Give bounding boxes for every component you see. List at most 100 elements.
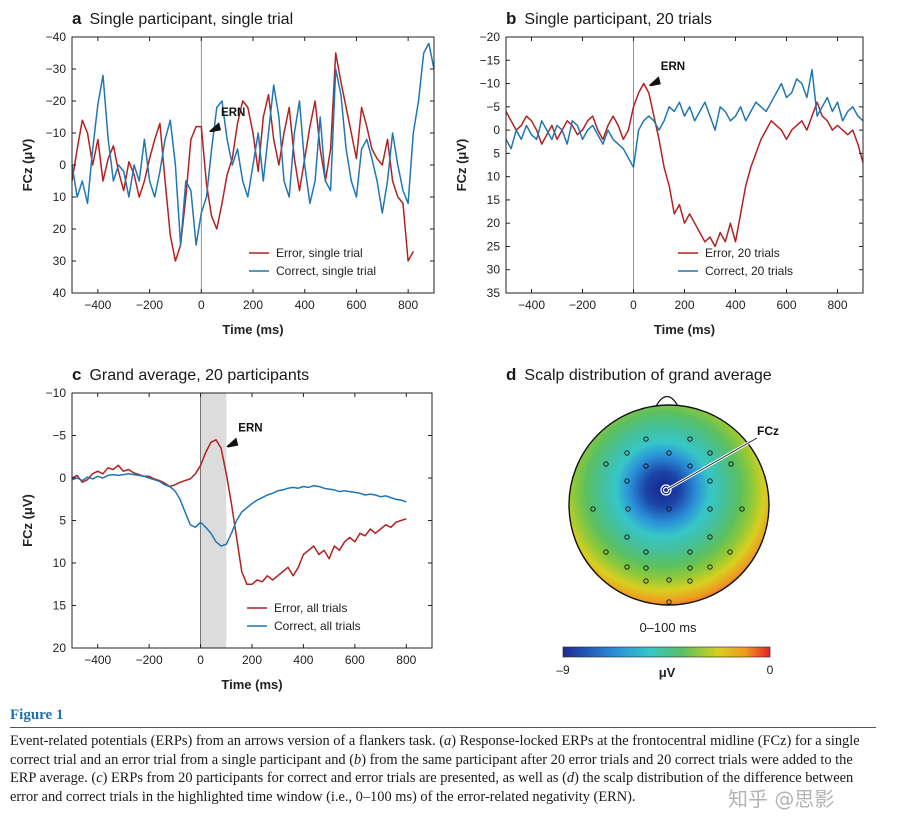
y-tick-label: 15 bbox=[53, 599, 67, 613]
ern-label: ERN bbox=[661, 61, 685, 73]
electrode-dot bbox=[687, 436, 693, 442]
caption-part: ) Response-locked ERPs at the frontocent… bbox=[10, 733, 860, 768]
y-tick-label: −20 bbox=[46, 94, 67, 108]
fcz-electrode-dot bbox=[662, 486, 670, 494]
series-line-correct bbox=[505, 68, 864, 169]
y-axis-label: FCz (μV) bbox=[20, 139, 35, 192]
colorbar-unit-label: μV bbox=[659, 665, 676, 680]
electrode-dot bbox=[687, 463, 693, 469]
x-tick-label: 0 bbox=[630, 298, 637, 312]
y-tick-label: 20 bbox=[53, 222, 67, 236]
x-tick-label: 400 bbox=[293, 653, 313, 667]
x-tick-label: 400 bbox=[725, 298, 745, 312]
y-tick-label: 20 bbox=[487, 216, 501, 230]
caption-part: d bbox=[566, 770, 575, 787]
electrode-dot bbox=[624, 450, 630, 456]
caption-part: ) ERPs from 20 participants for correct … bbox=[102, 770, 567, 787]
watermark: 知乎 @思影 bbox=[728, 787, 835, 811]
caption-part: a bbox=[443, 733, 452, 749]
fcz-label: FCz bbox=[757, 424, 779, 438]
panel-c-letter: c bbox=[72, 365, 82, 384]
x-tick-label: −200 bbox=[136, 298, 163, 312]
y-tick-label: 30 bbox=[53, 254, 67, 268]
caption-part: ) the scalp distribution of the differen… bbox=[10, 770, 854, 805]
y-tick-label: 10 bbox=[53, 556, 67, 570]
y-axis-label: FCz (μV) bbox=[454, 139, 469, 192]
y-tick-label: 15 bbox=[487, 193, 501, 207]
x-tick-label: −200 bbox=[569, 298, 596, 312]
figure-canvas: −400 −200 0 200 400 600 800−40−30−20−100102030… bbox=[20, 30, 864, 692]
electrode-dot bbox=[590, 506, 596, 512]
legend-label-error: Error, 20 trials bbox=[705, 246, 780, 260]
scalp-map: FCz 0–100 ms –9 0 μV bbox=[556, 395, 779, 680]
ern-label: ERN bbox=[238, 423, 262, 435]
electrode-dot bbox=[643, 565, 649, 571]
panel-c-title: c Grand average, 20 participants bbox=[72, 365, 309, 385]
y-tick-label: 0 bbox=[59, 158, 66, 172]
electrode-dot bbox=[666, 577, 672, 583]
x-tick-label: 600 bbox=[776, 298, 796, 312]
y-tick-label: 40 bbox=[53, 286, 67, 300]
electrode-dot bbox=[603, 461, 609, 467]
y-tick-label: −20 bbox=[480, 30, 501, 44]
caption-part: Event-related potentials (ERPs) from an … bbox=[10, 733, 444, 749]
panel-b-title: b Single participant, 20 trials bbox=[506, 9, 712, 29]
electrode-dot bbox=[707, 450, 713, 456]
panel-d-letter: d bbox=[506, 365, 517, 384]
y-tick-label: 5 bbox=[59, 514, 66, 528]
plot-a: −400 −200 0 200 400 600 800 −40 −30 −20 −10 0 10 20 30… bbox=[20, 30, 435, 337]
x-tick-label: −400 bbox=[84, 298, 111, 312]
series-line-correct bbox=[71, 473, 407, 547]
x-axis-label: Time (ms) bbox=[221, 677, 282, 692]
panel-a-title-text: Single participant, single trial bbox=[89, 11, 294, 28]
electrode-dot bbox=[624, 564, 630, 570]
series-line-error bbox=[505, 82, 864, 248]
electrode-dot bbox=[707, 478, 713, 484]
fcz-leader-line bbox=[667, 437, 758, 490]
x-tick-label: 800 bbox=[827, 298, 847, 312]
fcz-electrode-ring bbox=[660, 484, 672, 496]
y-tick-label: −10 bbox=[480, 77, 501, 91]
panel-d-title: d Scalp distribution of grand average bbox=[506, 365, 772, 385]
electrode-dot bbox=[707, 534, 713, 540]
electrode-dot bbox=[624, 534, 630, 540]
y-tick-label: −10 bbox=[46, 126, 67, 140]
scalp-head bbox=[568, 404, 770, 606]
electrode-dot bbox=[666, 450, 672, 456]
y-axis-label: FCz (μV) bbox=[20, 494, 35, 547]
x-tick-label: 200 bbox=[243, 298, 263, 312]
x-tick-label: 0 bbox=[197, 653, 204, 667]
series-line-error bbox=[71, 52, 414, 262]
y-tick-label: 10 bbox=[487, 170, 501, 184]
electrode-dot bbox=[643, 463, 649, 469]
time-window-label: 0–100 ms bbox=[639, 620, 697, 635]
legend-label-error: Error, single trial bbox=[276, 246, 363, 260]
electrode-dot bbox=[643, 578, 649, 584]
x-tick-label: 200 bbox=[242, 653, 262, 667]
electrode-dot bbox=[687, 565, 693, 571]
x-tick-label: 0 bbox=[198, 298, 205, 312]
electrode-dot bbox=[707, 506, 713, 512]
caption-part: b bbox=[354, 751, 362, 768]
legend-label-correct: Correct, all trials bbox=[274, 619, 361, 633]
y-tick-label: −10 bbox=[46, 386, 67, 400]
x-tick-label: −400 bbox=[84, 653, 111, 667]
y-tick-label: −5 bbox=[52, 429, 66, 443]
x-tick-label: −200 bbox=[136, 653, 163, 667]
x-tick-label: −400 bbox=[518, 298, 545, 312]
y-tick-label: 20 bbox=[53, 641, 67, 655]
y-tick-label: −15 bbox=[480, 53, 501, 67]
panel-b-title-text: Single participant, 20 trials bbox=[524, 11, 713, 28]
panel-c-title-text: Grand average, 20 participants bbox=[89, 367, 310, 384]
legend-label-correct: Correct, 20 trials bbox=[705, 264, 793, 278]
x-tick-label: 600 bbox=[345, 653, 365, 667]
y-tick-label: 5 bbox=[493, 146, 500, 160]
colorbar bbox=[562, 646, 771, 658]
electrode-dot bbox=[666, 506, 672, 512]
plot-b: −400 −200 0 200 400 600 800 −20 −15 −10 −5 0 5 10 15 20… bbox=[454, 30, 864, 337]
plot-c: −400 −200 0 200 400 600 800 −10 −5 0 5 10 15 20 Time (… bbox=[20, 386, 433, 692]
electrode-dot bbox=[666, 599, 672, 605]
y-tick-label: −30 bbox=[46, 62, 67, 76]
caption-divider bbox=[10, 727, 876, 728]
electrode-dot bbox=[739, 506, 745, 512]
